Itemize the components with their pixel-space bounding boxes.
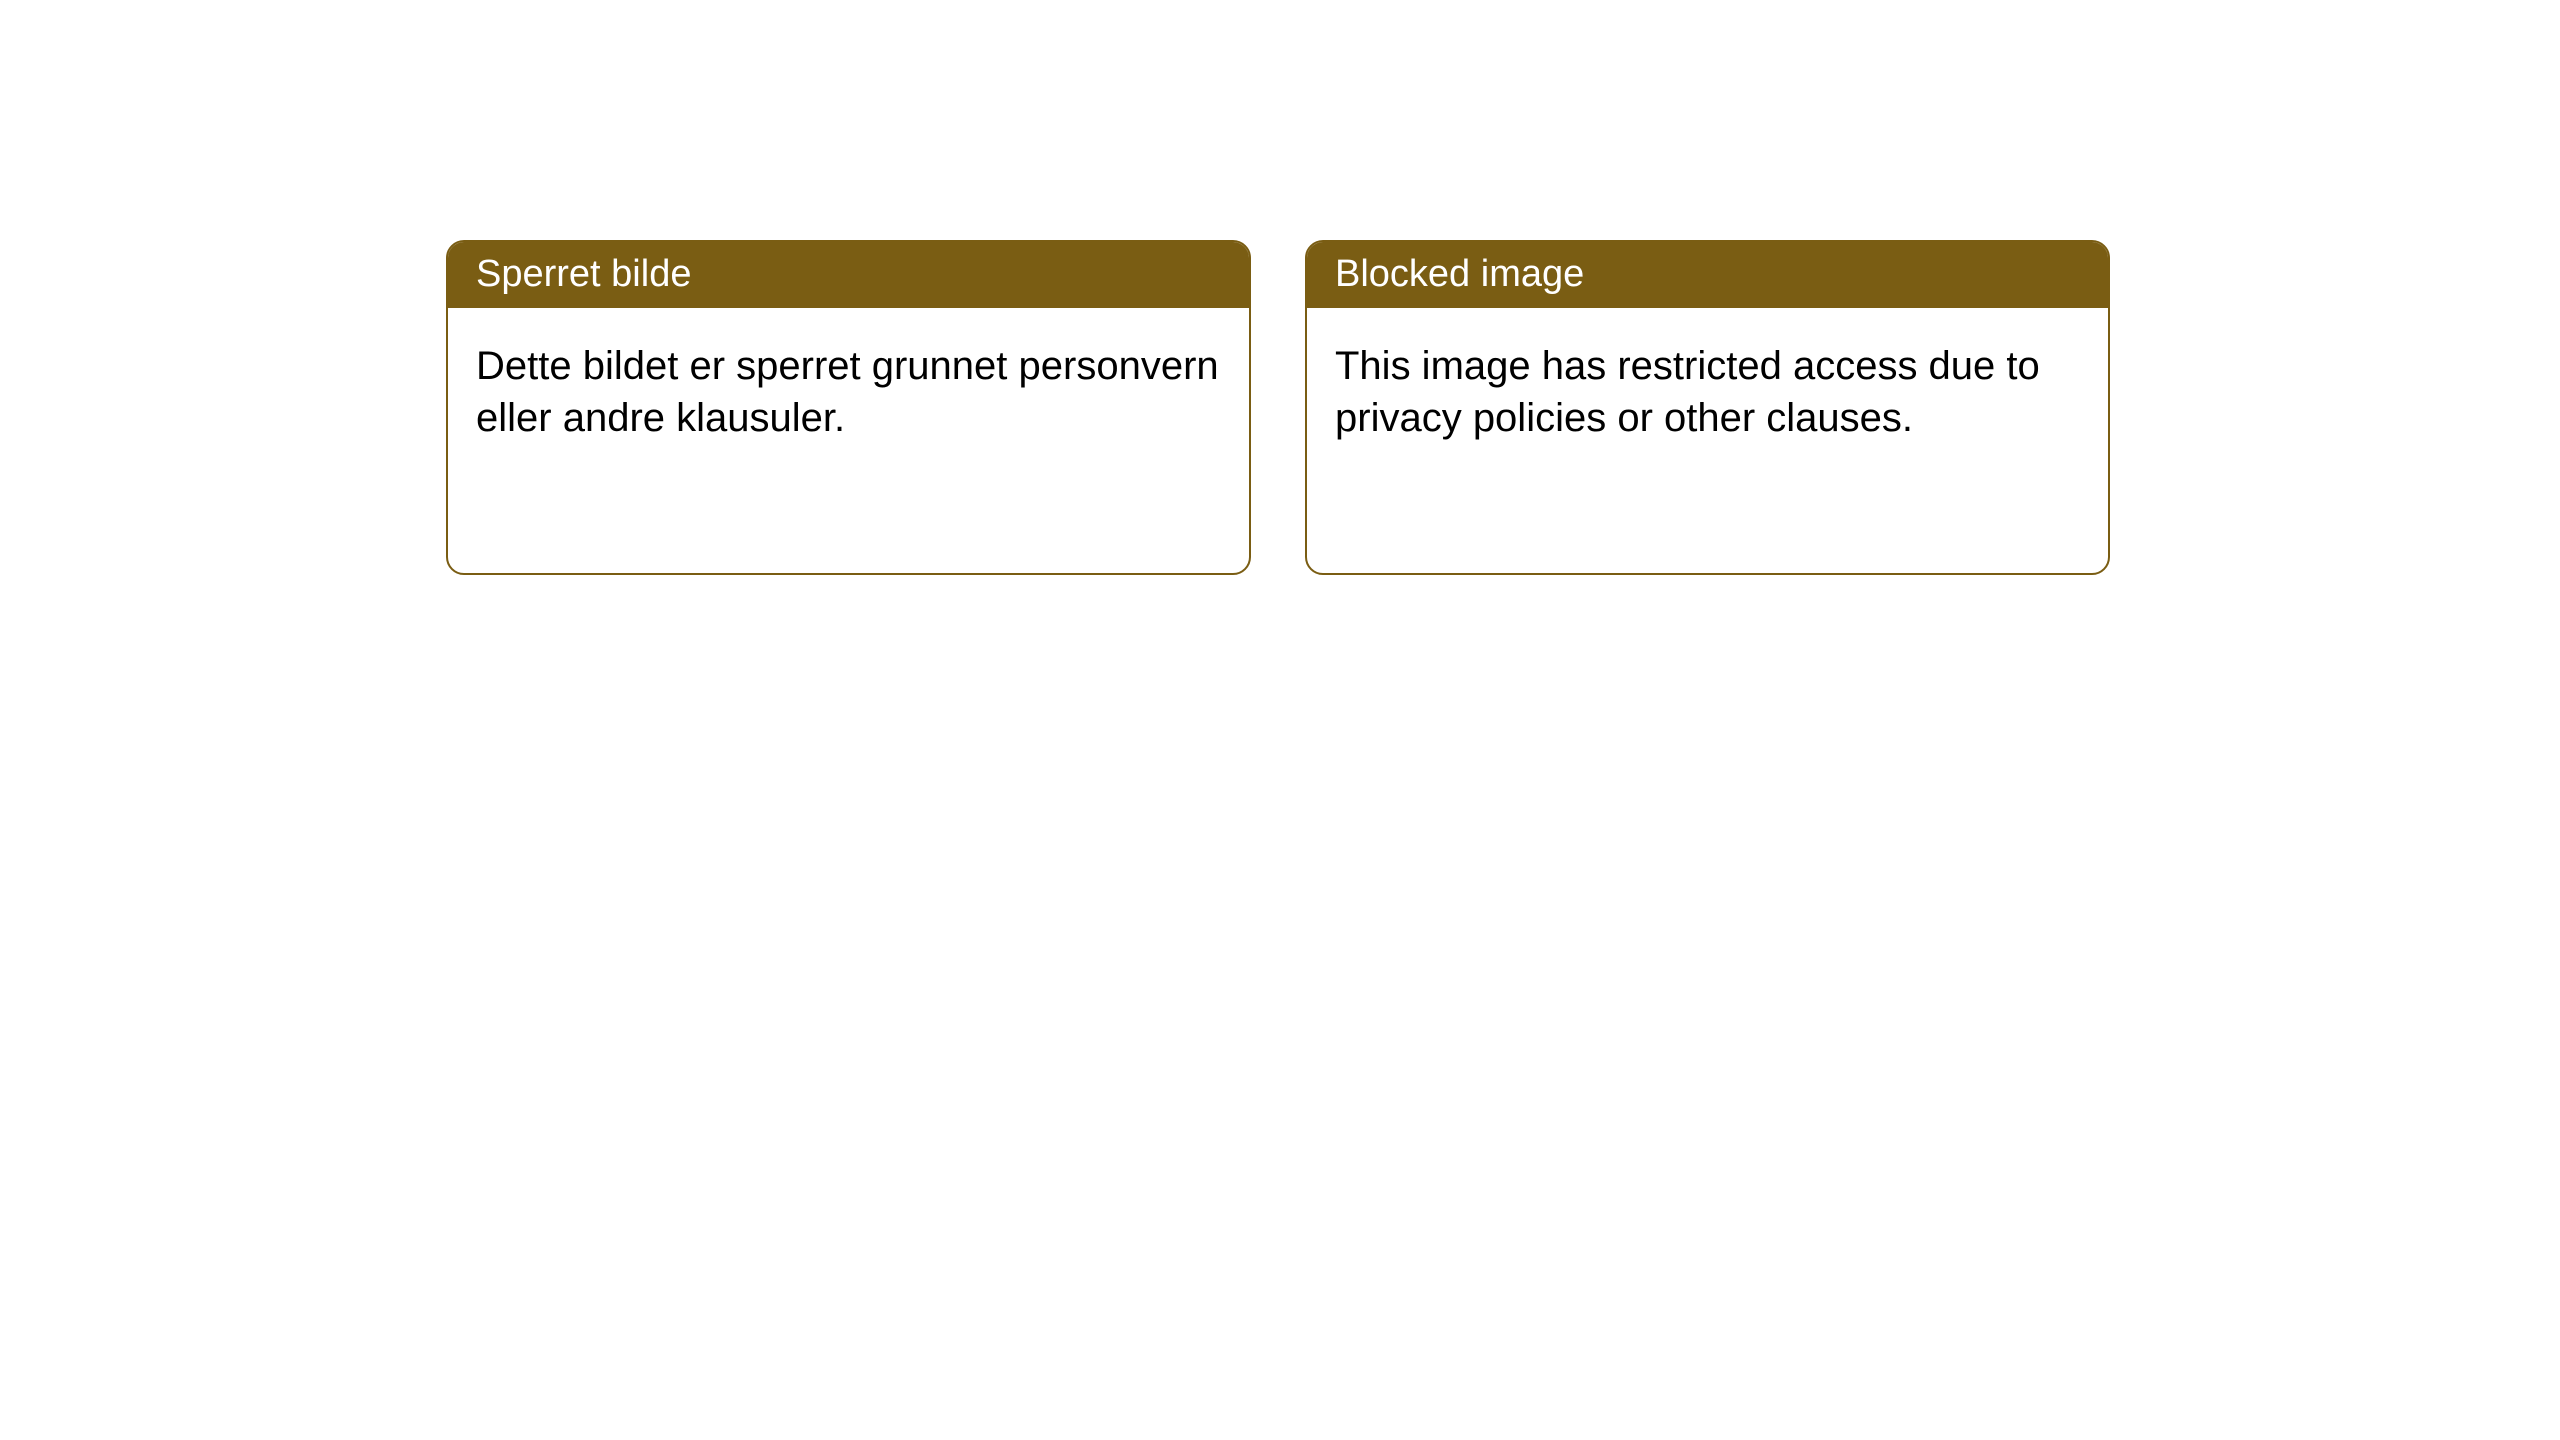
- panel-body: Dette bildet er sperret grunnet personve…: [448, 308, 1249, 476]
- notice-panel-english: Blocked image This image has restricted …: [1305, 240, 2110, 575]
- panel-title: Sperret bilde: [448, 242, 1249, 308]
- notice-panels: Sperret bilde Dette bildet er sperret gr…: [0, 0, 2560, 575]
- notice-panel-norwegian: Sperret bilde Dette bildet er sperret gr…: [446, 240, 1251, 575]
- panel-body: This image has restricted access due to …: [1307, 308, 2108, 476]
- panel-title: Blocked image: [1307, 242, 2108, 308]
